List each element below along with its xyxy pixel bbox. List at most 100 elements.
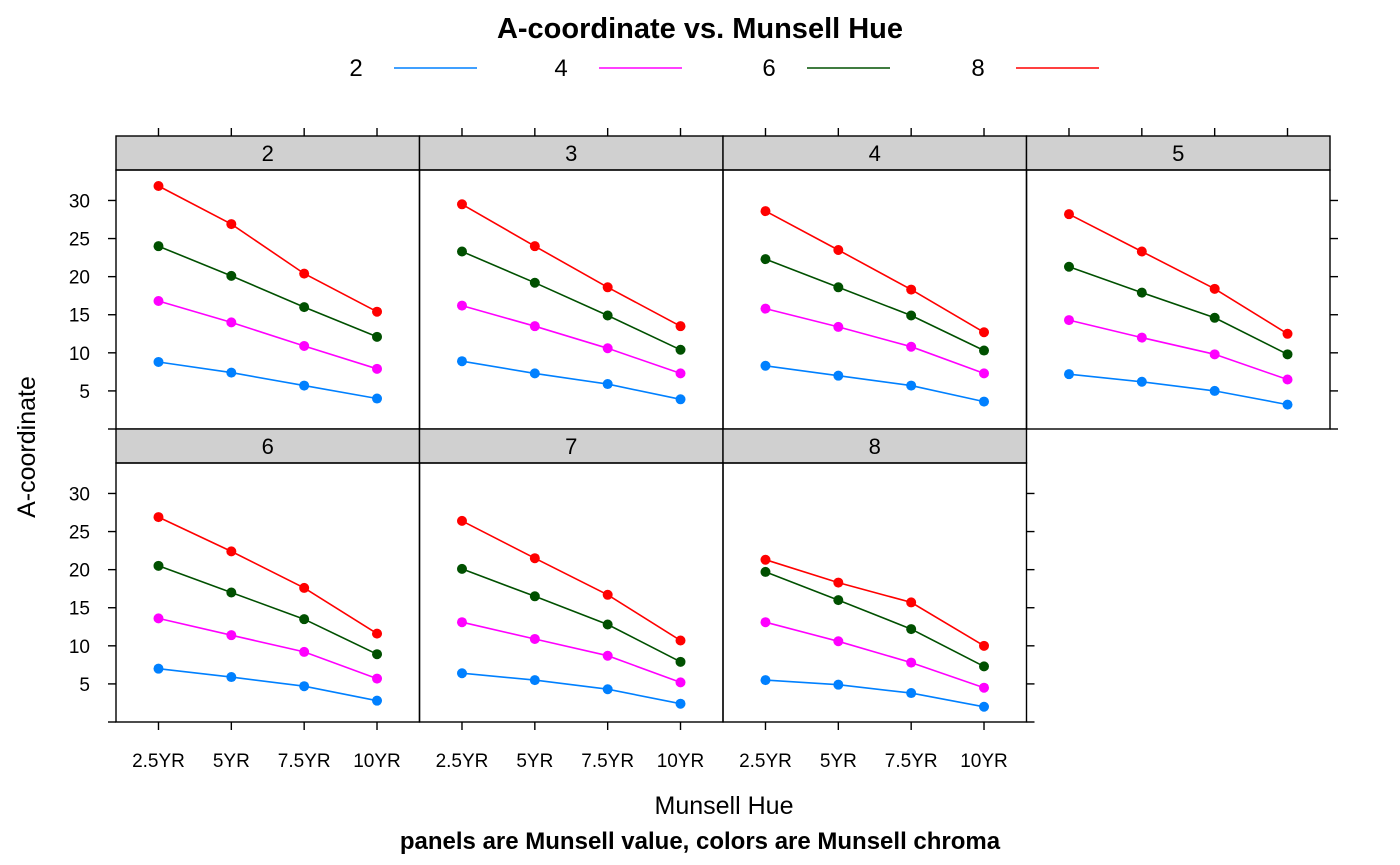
point-panel-3-chroma-8-5YR [529,241,540,252]
x-tick-label: 2.5YR [132,751,185,772]
line-panel-7-chroma-6 [461,568,681,663]
point-panel-2-chroma-4-5YR [226,317,237,328]
panel-7: 7 [418,428,724,723]
y-tick-label: 20 [69,561,90,582]
point-panel-5-chroma-8-5YR [1136,246,1147,257]
point-panel-4-chroma-6-7.5YR [906,310,917,321]
point-panel-2-chroma-4-2.5YR [153,296,164,307]
line-panel-6-chroma-4 [158,617,378,680]
point-panel-7-chroma-4-7.5YR [602,650,613,661]
point-panel-4-chroma-8-5YR [833,244,844,255]
line-panel-6-chroma-2 [158,667,378,702]
point-panel-3-chroma-8-7.5YR [602,282,613,293]
legend-label-2: 2 [349,55,362,82]
point-panel-6-chroma-6-5YR [226,587,237,598]
strip-label-7: 7 [565,434,577,459]
legend-item-6: 6 [762,55,890,82]
point-panel-7-chroma-2-7.5YR [602,684,613,695]
line-panel-2-chroma-4 [158,300,378,370]
point-panel-6-chroma-2-5YR [226,672,237,683]
panel-5: 5 [1025,135,1331,430]
point-panel-8-chroma-6-10YR [979,661,990,672]
point-panel-4-chroma-4-10YR [979,368,990,379]
x-tick-label: 5YR [820,751,857,772]
x-tick-label: 2.5YR [436,751,489,772]
strip-label-8: 8 [869,434,881,459]
point-panel-3-chroma-2-10YR [675,394,686,405]
y-tick-label: 15 [69,599,90,620]
strip-5 [1025,135,1331,171]
point-panel-2-chroma-6-10YR [372,331,383,342]
point-panel-3-chroma-6-10YR [675,344,686,355]
legend-item-4: 4 [554,55,682,82]
y-tick-label: 25 [69,523,90,544]
point-panel-7-chroma-6-5YR [529,591,540,602]
point-panel-3-chroma-2-2.5YR [456,356,467,367]
point-panel-2-chroma-2-7.5YR [299,380,310,391]
point-panel-4-chroma-2-7.5YR [906,380,917,391]
point-panel-3-chroma-2-7.5YR [602,379,613,390]
x-tick-label: 7.5YR [885,751,938,772]
strip-label-4: 4 [869,141,881,166]
line-panel-2-chroma-6 [158,245,378,338]
point-panel-7-chroma-8-2.5YR [456,515,467,526]
point-panel-6-chroma-8-7.5YR [299,582,310,593]
point-panel-5-chroma-8-7.5YR [1209,283,1220,294]
point-panel-8-chroma-6-2.5YR [760,566,771,577]
point-panel-5-chroma-4-5YR [1136,332,1147,343]
point-panel-5-chroma-2-7.5YR [1209,385,1220,396]
line-panel-6-chroma-6 [158,565,378,655]
strip-label-2: 2 [262,141,274,166]
chart-subtitle: panels are Munsell value, colors are Mun… [400,828,1001,855]
x-tick-label: 7.5YR [581,751,634,772]
line-panel-7-chroma-2 [461,672,681,705]
line-panel-4-chroma-4 [765,307,985,375]
point-panel-4-chroma-6-2.5YR [760,254,771,265]
point-panel-5-chroma-8-10YR [1282,328,1293,339]
x-axis-label: Munsell Hue [655,792,794,820]
y-tick-label: 10 [69,344,90,365]
point-panel-4-chroma-2-2.5YR [760,360,771,371]
point-panel-2-chroma-6-7.5YR [299,302,310,313]
point-panel-7-chroma-2-5YR [529,675,540,686]
point-panel-4-chroma-8-10YR [979,327,990,338]
line-panel-2-chroma-8 [158,185,378,313]
point-panel-3-chroma-4-10YR [675,368,686,379]
line-panel-2-chroma-2 [158,361,378,400]
line-panel-5-chroma-6 [1068,265,1288,356]
point-panel-6-chroma-2-10YR [372,695,383,706]
line-panel-3-chroma-8 [461,203,681,327]
point-panel-3-chroma-4-7.5YR [602,343,613,354]
point-panel-4-chroma-6-5YR [833,282,844,293]
point-panel-8-chroma-6-7.5YR [906,624,917,635]
point-panel-4-chroma-4-2.5YR [760,303,771,314]
point-panel-7-chroma-4-5YR [529,633,540,644]
chart-title: A-coordinate vs. Munsell Hue [497,13,903,45]
point-panel-2-chroma-2-2.5YR [153,356,164,367]
strip-label-5: 5 [1172,141,1184,166]
line-panel-8-chroma-2 [765,679,985,708]
point-panel-4-chroma-2-10YR [979,396,990,407]
point-panel-8-chroma-8-7.5YR [906,597,917,608]
point-panel-7-chroma-4-10YR [675,677,686,688]
y-tick-label: 5 [79,675,90,696]
point-panel-2-chroma-8-2.5YR [153,180,164,191]
point-panel-5-chroma-4-10YR [1282,374,1293,385]
point-panel-3-chroma-4-5YR [529,321,540,332]
y-tick-label: 5 [79,382,90,403]
point-panel-8-chroma-2-10YR [979,701,990,712]
legend-label-8: 8 [971,55,984,82]
point-panel-8-chroma-4-2.5YR [760,617,771,628]
point-panel-6-chroma-6-2.5YR [153,560,164,571]
point-panel-4-chroma-8-7.5YR [906,284,917,295]
legend-label-6: 6 [762,55,775,82]
line-panel-5-chroma-8 [1068,213,1288,335]
point-panel-5-chroma-6-7.5YR [1209,312,1220,323]
y-tick-label: 30 [69,191,90,212]
axes: 2.5YR 5YR 7.5YR 10YR 2.5YR 5YR 7.5YR 10YR 2.5YR 5… [69,128,1338,772]
point-panel-6-chroma-4-10YR [372,673,383,684]
strip-label-6: 6 [262,434,274,459]
point-panel-5-chroma-8-2.5YR [1063,209,1074,220]
x-tick-label: 10YR [657,751,705,772]
